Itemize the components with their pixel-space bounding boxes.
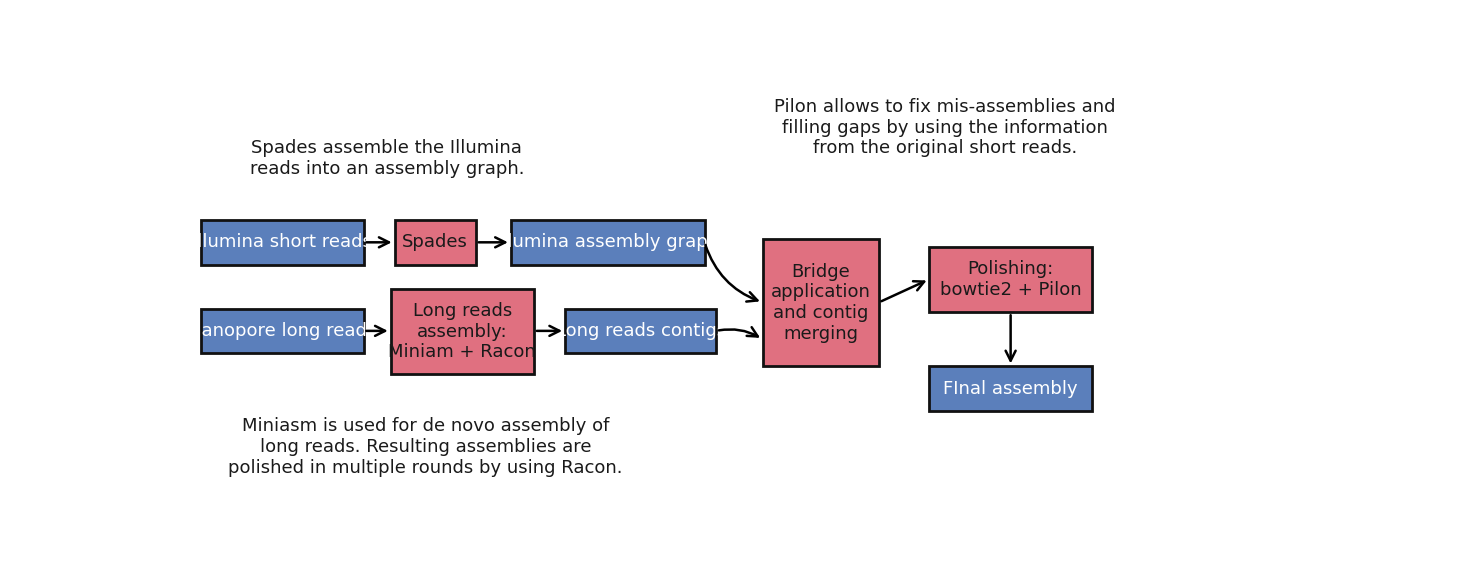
Text: FInal assembly: FInal assembly (944, 379, 1077, 398)
Text: Long reads contigs: Long reads contigs (556, 322, 726, 340)
Text: Miniasm is used for de novo assembly of
long reads. Resulting assemblies are
pol: Miniasm is used for de novo assembly of … (228, 417, 622, 477)
Text: Spades assemble the Illumina
reads into an assembly graph.: Spades assemble the Illumina reads into … (249, 139, 525, 178)
FancyBboxPatch shape (391, 289, 534, 374)
FancyBboxPatch shape (200, 308, 363, 353)
FancyBboxPatch shape (929, 366, 1092, 411)
FancyBboxPatch shape (394, 220, 476, 265)
Text: Long reads
assembly:
Miniam + Racon: Long reads assembly: Miniam + Racon (388, 302, 536, 361)
Text: Nanopore long reads: Nanopore long reads (188, 322, 376, 340)
FancyBboxPatch shape (763, 239, 879, 366)
Text: Bridge
application
and contig
merging: Bridge application and contig merging (771, 262, 871, 343)
Text: Illumina short reads: Illumina short reads (193, 233, 372, 251)
FancyBboxPatch shape (511, 220, 704, 265)
Text: Illumina assembly graph: Illumina assembly graph (496, 233, 719, 251)
FancyBboxPatch shape (200, 220, 363, 265)
Text: Polishing:
bowtie2 + Pilon: Polishing: bowtie2 + Pilon (940, 260, 1082, 299)
FancyBboxPatch shape (565, 308, 716, 353)
FancyBboxPatch shape (929, 247, 1092, 313)
Text: Spades: Spades (402, 233, 468, 251)
Text: Pilon allows to fix mis-assemblies and
filling gaps by using the information
fro: Pilon allows to fix mis-assemblies and f… (774, 98, 1116, 157)
